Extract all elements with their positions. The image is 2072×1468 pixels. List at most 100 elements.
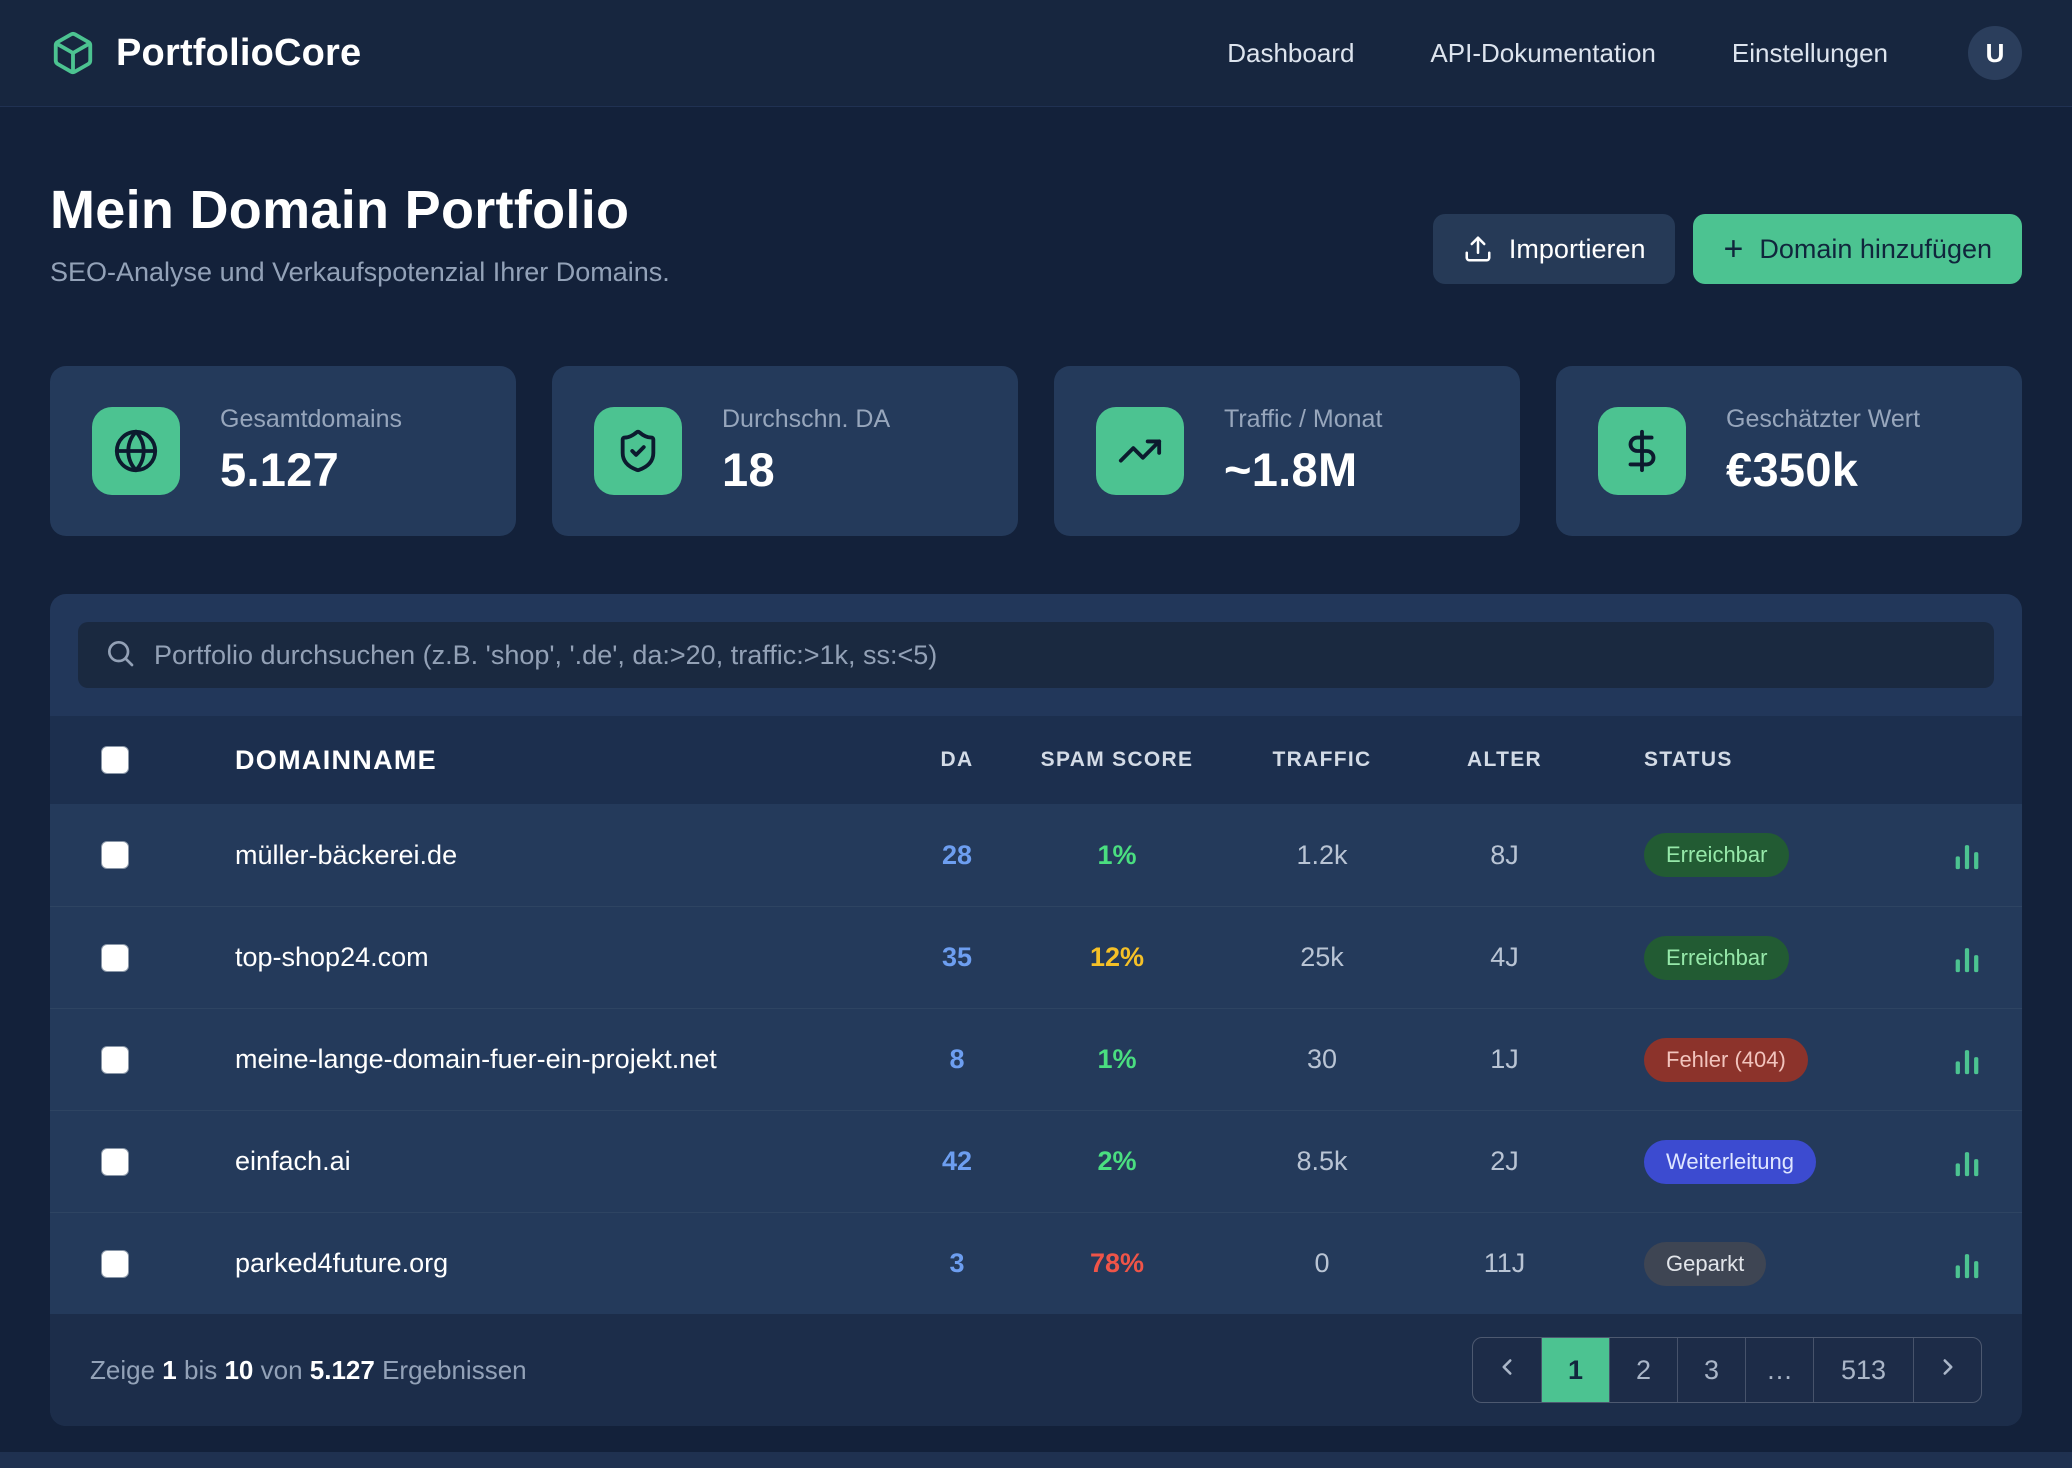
stat-text: Durchschn. DA 18 xyxy=(722,405,890,497)
stat-cards: Gesamtdomains 5.127 Durchschn. DA 18 xyxy=(50,366,2022,536)
age-value: 8J xyxy=(1490,839,1519,870)
chevron-left-icon xyxy=(1494,1354,1520,1387)
stat-text: Geschätzter Wert €350k xyxy=(1726,405,1920,497)
bar-chart-icon[interactable] xyxy=(1912,1145,2022,1179)
table-row: top-shop24.com 35 12% 25k 4J Erreichbar xyxy=(50,906,2022,1008)
search-wrap xyxy=(50,594,2022,716)
page-bottom-strip xyxy=(0,1452,2072,1468)
da-value: 42 xyxy=(941,1146,973,1176)
select-all-checkbox[interactable] xyxy=(101,746,129,774)
stat-value: 5.127 xyxy=(220,443,340,496)
table-header-row: DOMAINNAME DA SPAM SCORE TRAFFIC ALTER S… xyxy=(50,716,2022,804)
status-badge: Fehler (404) xyxy=(1644,1037,1808,1082)
row-checkbox[interactable] xyxy=(101,1147,129,1176)
brand-name: PortfolioCore xyxy=(116,31,362,74)
pagination-ellipsis: … xyxy=(1745,1338,1813,1402)
globe-icon xyxy=(92,407,180,495)
stat-value: 18 xyxy=(722,443,775,496)
traffic-value: 25k xyxy=(1300,942,1344,972)
plus-icon: + xyxy=(1723,230,1744,268)
shield-check-icon xyxy=(594,407,682,495)
row-checkbox[interactable] xyxy=(101,841,129,869)
pagination-page-513[interactable]: 513 xyxy=(1813,1338,1913,1402)
portfolio-panel: DOMAINNAME DA SPAM SCORE TRAFFIC ALTER S… xyxy=(50,594,2022,1426)
box-icon xyxy=(50,30,96,76)
select-all-cell xyxy=(50,746,180,774)
domain-name[interactable]: top-shop24.com xyxy=(235,942,429,972)
head-actions: Importieren + Domain hinzufügen xyxy=(1432,214,2022,284)
domain-name[interactable]: müller-bäckerei.de xyxy=(235,839,458,870)
pagination-prev-button[interactable] xyxy=(1473,1338,1541,1402)
dollar-icon xyxy=(1598,407,1686,495)
age-value: 2J xyxy=(1490,1146,1519,1176)
bar-chart-icon[interactable] xyxy=(1912,1043,2022,1077)
column-header-traffic[interactable]: TRAFFIC xyxy=(1272,748,1372,771)
da-value: 35 xyxy=(941,942,973,972)
bar-chart-icon[interactable] xyxy=(1912,941,2022,975)
stat-label: Traffic / Monat xyxy=(1224,405,1383,433)
chevron-right-icon xyxy=(1935,1354,1961,1387)
traffic-value: 8.5k xyxy=(1296,1146,1348,1176)
row-checkbox[interactable] xyxy=(101,943,129,972)
column-header-spam-score[interactable]: SPAM SCORE xyxy=(1040,748,1194,771)
table-footer: Zeige 1 bis 10 von 5.127 Ergebnissen 1 2… xyxy=(50,1314,2022,1426)
search-icon xyxy=(104,637,136,674)
status-badge: Erreichbar xyxy=(1644,833,1790,877)
stat-card-estimated-value: Geschätzter Wert €350k xyxy=(1556,366,2022,536)
stat-value: ~1.8M xyxy=(1224,443,1358,496)
domain-name[interactable]: meine-lange-domain-fuer-ein-projekt.net xyxy=(235,1044,717,1074)
import-button-label: Importieren xyxy=(1508,233,1646,264)
table-row: müller-bäckerei.de 28 1% 1.2k 8J Erreich… xyxy=(50,804,2022,906)
da-value: 8 xyxy=(949,1044,965,1074)
spam-score-value: 2% xyxy=(1097,1146,1137,1176)
domain-name[interactable]: parked4future.org xyxy=(235,1248,449,1278)
nav-item-dashboard[interactable]: Dashboard xyxy=(1227,37,1355,68)
user-avatar[interactable]: U xyxy=(1968,26,2022,80)
stat-card-avg-da: Durchschn. DA 18 xyxy=(552,366,1018,536)
column-header-domainname[interactable]: DOMAINNAME xyxy=(235,744,437,775)
row-checkbox[interactable] xyxy=(101,1249,129,1278)
spam-score-value: 12% xyxy=(1089,942,1145,972)
trending-up-icon xyxy=(1096,407,1184,495)
age-value: 1J xyxy=(1490,1044,1519,1074)
nav-links: Dashboard API-Dokumentation Einstellunge… xyxy=(1227,26,2022,80)
page-title: Mein Domain Portfolio xyxy=(50,180,630,240)
row-checkbox[interactable] xyxy=(101,1045,129,1074)
nav-item-settings[interactable]: Einstellungen xyxy=(1731,37,1888,68)
column-header-status[interactable]: STATUS xyxy=(1644,748,1733,771)
stat-value: €350k xyxy=(1726,443,1859,496)
stat-label: Durchschn. DA xyxy=(722,405,891,433)
da-value: 3 xyxy=(949,1248,965,1278)
pagination-next-button[interactable] xyxy=(1913,1338,1981,1402)
page-head-text: Mein Domain Portfolio SEO-Analyse und Ve… xyxy=(50,179,670,288)
stat-label: Gesamtdomains xyxy=(220,405,403,433)
search-box xyxy=(78,622,1994,688)
pagination: 1 2 3 … 513 xyxy=(1472,1337,1982,1403)
column-header-da[interactable]: DA xyxy=(940,748,974,771)
search-input[interactable] xyxy=(154,639,1968,671)
traffic-value: 0 xyxy=(1314,1248,1330,1278)
spam-score-value: 1% xyxy=(1097,1044,1137,1074)
stat-text: Gesamtdomains 5.127 xyxy=(220,405,402,497)
spam-score-value: 78% xyxy=(1089,1248,1145,1278)
stat-text: Traffic / Monat ~1.8M xyxy=(1224,405,1382,497)
pagination-page-1[interactable]: 1 xyxy=(1541,1338,1609,1402)
top-navbar: PortfolioCore Dashboard API-Dokumentatio… xyxy=(0,0,2072,107)
stat-card-total-domains: Gesamtdomains 5.127 xyxy=(50,366,516,536)
da-value: 28 xyxy=(941,839,973,870)
import-button[interactable]: Importieren xyxy=(1432,214,1676,284)
pagination-page-2[interactable]: 2 xyxy=(1609,1338,1677,1402)
column-header-alter[interactable]: ALTER xyxy=(1467,748,1542,771)
age-value: 4J xyxy=(1490,942,1519,972)
page-subtitle: SEO-Analyse und Verkaufspotenzial Ihrer … xyxy=(50,257,670,287)
pagination-page-3[interactable]: 3 xyxy=(1677,1338,1745,1402)
spam-score-value: 1% xyxy=(1097,839,1137,870)
domain-name[interactable]: einfach.ai xyxy=(235,1146,351,1176)
bar-chart-icon[interactable] xyxy=(1912,838,2022,872)
nav-item-api-docs[interactable]: API-Dokumentation xyxy=(1430,37,1656,68)
status-badge: Geparkt xyxy=(1644,1241,1767,1286)
bar-chart-icon[interactable] xyxy=(1912,1247,2022,1281)
table-row: einfach.ai 42 2% 8.5k 2J Weiterleitung xyxy=(50,1110,2022,1212)
add-domain-button[interactable]: + Domain hinzufügen xyxy=(1693,214,2022,284)
table-row: parked4future.org 3 78% 0 11J Geparkt xyxy=(50,1212,2022,1314)
